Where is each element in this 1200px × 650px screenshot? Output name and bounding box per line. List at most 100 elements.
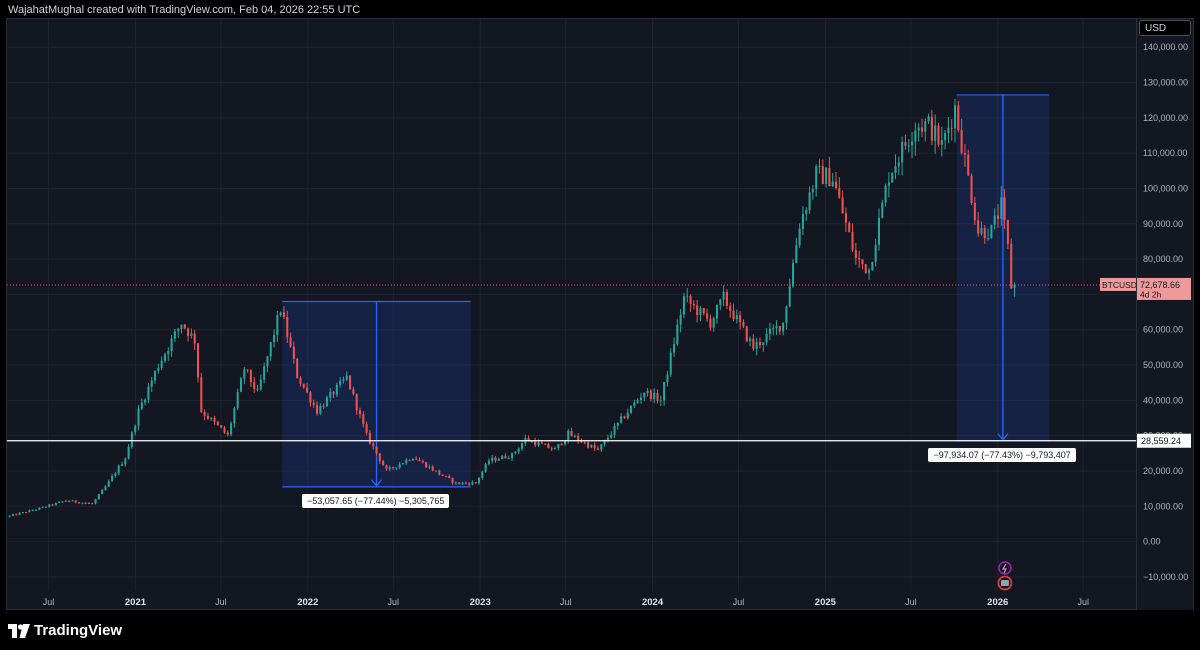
candle-body xyxy=(547,443,550,449)
candle-body xyxy=(914,130,917,142)
candle-body xyxy=(249,370,252,383)
candle-body xyxy=(596,448,600,450)
candle-body xyxy=(299,378,302,384)
candle-body xyxy=(167,351,170,355)
candle-body xyxy=(332,392,335,395)
chart-plot-area[interactable]: BTCUSD Jul 2021 Jul 2022 Jul 2023 Jul 2024 Jul 20… xyxy=(6,18,1137,610)
candle-body xyxy=(130,432,133,447)
candle-body xyxy=(818,166,821,168)
candle-body xyxy=(468,483,471,485)
x-axis: Jul 2021 Jul 2022 Jul 2023 Jul 2024 Jul 2025 Jul 20… xyxy=(43,597,1089,608)
candle-body xyxy=(656,392,659,402)
candle-body xyxy=(639,397,642,401)
candle-body xyxy=(682,296,685,315)
candle-body xyxy=(557,443,560,449)
candle-body xyxy=(147,386,150,400)
candle-body xyxy=(633,402,636,407)
candle-body xyxy=(461,482,464,484)
candle-body xyxy=(41,506,44,508)
candle-body xyxy=(689,295,692,304)
candle-body xyxy=(858,258,861,260)
candle-body xyxy=(64,500,67,502)
lightning-icon[interactable] xyxy=(998,561,1012,575)
candle-body xyxy=(699,308,702,316)
tradingview-logo-icon xyxy=(8,623,30,638)
candle-body xyxy=(673,344,676,353)
candle-body xyxy=(385,465,388,470)
y-tick-label: 10,000.00 xyxy=(1143,501,1183,511)
x-tick-label: Jul xyxy=(388,597,400,607)
candles xyxy=(8,98,1016,518)
candle-body xyxy=(200,377,203,412)
candle-body xyxy=(851,232,854,251)
candle-body xyxy=(980,228,983,234)
candle-body xyxy=(458,482,461,484)
candle-body xyxy=(517,448,520,452)
candle-body xyxy=(411,458,414,461)
price-chart[interactable]: BTCUSD Jul 2021 Jul 2022 Jul 2023 Jul 2024 Jul 20… xyxy=(7,19,1137,610)
candle-body xyxy=(874,244,877,262)
candle-body xyxy=(940,140,943,145)
candle-body xyxy=(834,181,838,188)
candle-body xyxy=(960,129,963,153)
candle-body xyxy=(289,337,292,347)
candle-body xyxy=(253,382,256,389)
symbol-label: BTCUSD xyxy=(1102,280,1137,290)
candle-body xyxy=(477,477,481,484)
candle-body xyxy=(117,465,120,474)
x-tick-label: 2026 xyxy=(987,597,1008,608)
tradingview-logo[interactable]: TradingView xyxy=(8,622,122,639)
candle-body xyxy=(190,333,193,336)
candle-body xyxy=(630,406,633,413)
candle-body xyxy=(481,471,484,478)
candle-body xyxy=(388,467,391,470)
x-tick-label: Jul xyxy=(215,597,227,607)
price-scale-svg[interactable]: −10,000.000.0010,000.0020,000.0030,000.0… xyxy=(1137,19,1194,611)
candle-body xyxy=(302,383,305,388)
candle-body xyxy=(431,466,434,471)
candle-body xyxy=(920,127,923,132)
candle-body xyxy=(451,477,454,483)
measure-arrow-head xyxy=(997,433,1009,441)
candle-body xyxy=(606,437,609,441)
candle-body xyxy=(669,352,672,375)
candle-body xyxy=(177,328,180,332)
candle-body xyxy=(563,440,566,445)
candle-body xyxy=(944,133,947,141)
candle-body xyxy=(206,415,209,419)
candle-body xyxy=(11,514,14,516)
candle-body xyxy=(61,501,64,503)
last-price-label: 72,678.66 xyxy=(1140,280,1180,290)
candle-body xyxy=(91,503,94,505)
candle-body xyxy=(937,125,940,145)
candle-body xyxy=(25,512,28,514)
candle-body xyxy=(706,313,709,319)
candle-body xyxy=(854,250,857,259)
candle-body xyxy=(243,369,246,379)
candle-body xyxy=(345,375,348,380)
candle-body xyxy=(785,306,788,323)
candle-body xyxy=(907,145,910,147)
candle-body xyxy=(762,342,765,346)
candle-body xyxy=(233,408,236,424)
candle-body xyxy=(484,464,487,472)
candle-body xyxy=(798,228,801,246)
candle-body xyxy=(709,318,712,328)
candle-body xyxy=(722,291,725,300)
x-tick-label: 2025 xyxy=(815,597,837,608)
y-tick-label: 50,000.00 xyxy=(1143,360,1183,370)
price-scale[interactable]: −10,000.000.0010,000.0020,000.0030,000.0… xyxy=(1137,18,1194,610)
candle-body xyxy=(378,453,381,461)
candle-body xyxy=(68,500,71,502)
candle-body xyxy=(368,432,371,444)
x-tick-label: 2021 xyxy=(125,597,147,608)
candle-body xyxy=(230,423,233,435)
candle-body xyxy=(398,464,401,468)
candle-body xyxy=(163,354,166,361)
candle-body xyxy=(927,116,930,122)
candle-body xyxy=(825,167,828,184)
candle-body xyxy=(434,470,438,472)
currency-button[interactable]: USD xyxy=(1139,20,1191,36)
candle-body xyxy=(666,374,669,382)
candle-body xyxy=(296,358,299,379)
